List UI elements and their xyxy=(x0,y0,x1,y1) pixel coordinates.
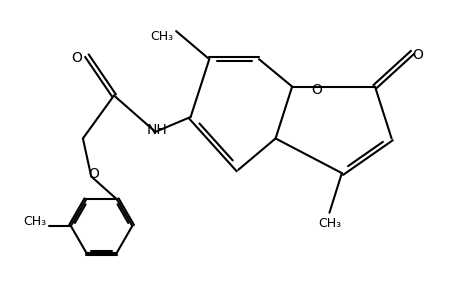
Text: O: O xyxy=(88,167,98,182)
Text: O: O xyxy=(311,82,322,97)
Text: O: O xyxy=(71,51,82,65)
Text: O: O xyxy=(411,48,422,62)
Text: CH₃: CH₃ xyxy=(317,217,340,230)
Text: CH₃: CH₃ xyxy=(23,215,46,229)
Text: CH₃: CH₃ xyxy=(150,30,173,43)
Text: NH: NH xyxy=(147,123,168,137)
